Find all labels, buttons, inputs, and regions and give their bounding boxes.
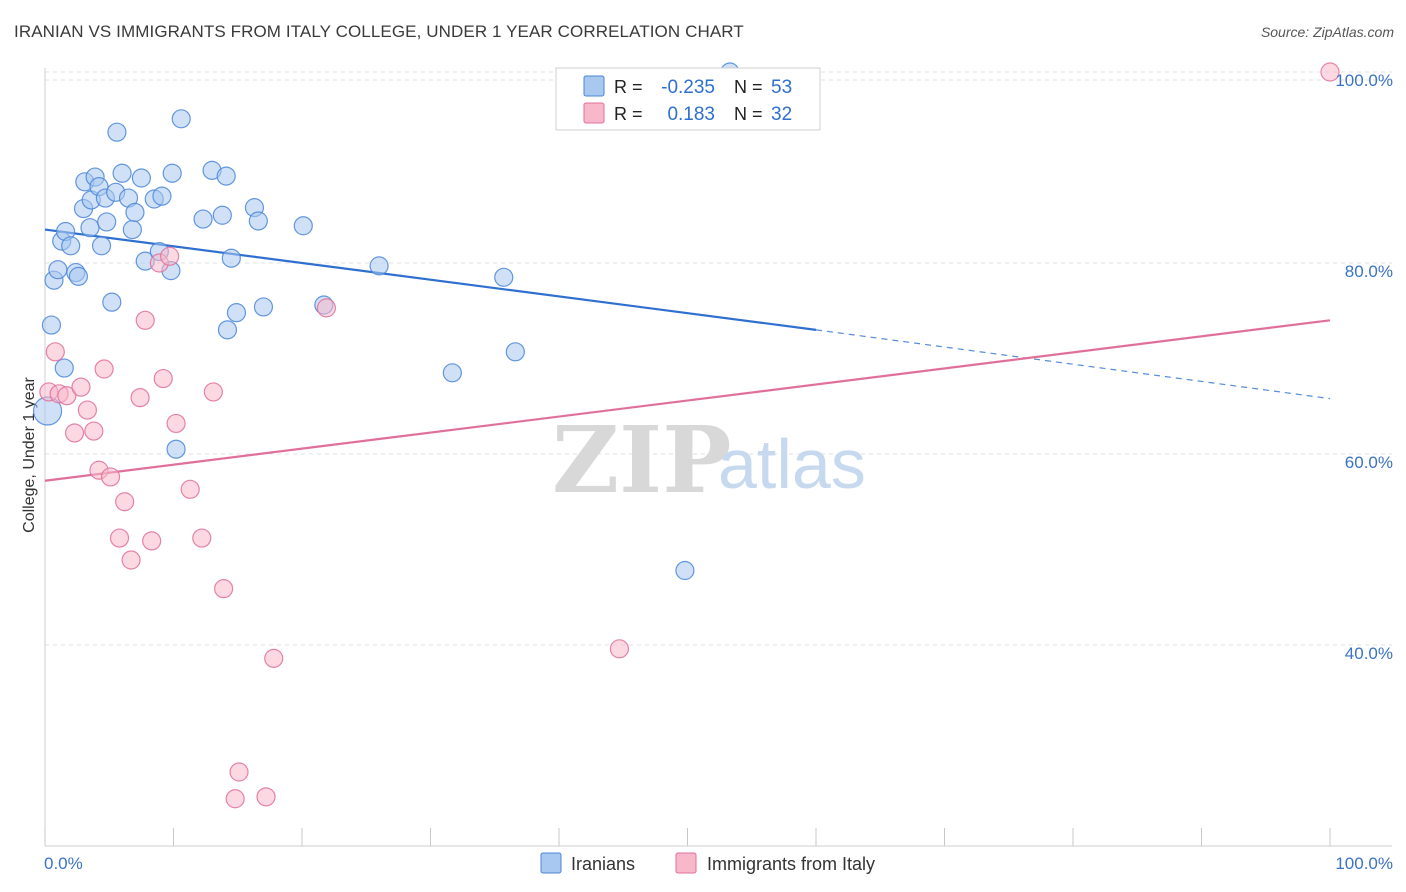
italy-point-29: [316, 298, 337, 318]
series-swatch-italy: [675, 852, 697, 874]
italy-point-4: [64, 423, 85, 443]
iranian-point-51: [675, 560, 695, 581]
italy-point-10: [100, 467, 121, 487]
italy-point-23: [203, 382, 223, 402]
italy-point-9: [94, 359, 114, 379]
y-tick-label-80: 80.0%: [1345, 262, 1393, 281]
italy-point-19: [160, 246, 180, 266]
x-tick-label-min: 0.0%: [44, 854, 83, 873]
italy-point-22: [192, 528, 212, 548]
italy-point-21: [180, 479, 200, 499]
y-tick-labels: 40.0% 60.0% 80.0% 100.0%: [1335, 71, 1393, 663]
chart-title: IRANIAN VS IMMIGRANTS FROM ITALY COLLEGE…: [14, 22, 744, 41]
legend-swatch-italy: [583, 102, 605, 124]
iranian-point-32: [162, 163, 182, 183]
italy-point-14: [130, 388, 150, 408]
italy-point-13: [121, 550, 141, 570]
iranian-point-19: [102, 292, 122, 312]
italy-point-24: [214, 579, 234, 599]
legend-r-label-2: R =: [614, 104, 643, 124]
iranian-point-18: [97, 212, 117, 232]
legend-n-label-2: N =: [734, 104, 763, 124]
iranian-point-34: [171, 109, 191, 129]
iranian-point-1: [41, 315, 62, 335]
iranian-point-40: [221, 248, 241, 268]
watermark-zip: ZIP: [552, 406, 731, 514]
iranian-point-3: [48, 260, 68, 280]
series-legend: Iranians Immigrants from Italy: [540, 852, 875, 874]
italy-point-18: [153, 368, 173, 389]
italy-point-27: [256, 787, 276, 807]
italy-point-26: [229, 762, 249, 782]
iranian-point-22: [112, 163, 132, 183]
iranian-point-37: [212, 205, 232, 225]
legend-n-value-2: 32: [771, 104, 792, 125]
iranian-point-47: [369, 256, 389, 276]
iranian-point-48: [442, 363, 462, 383]
italy-point-7: [84, 421, 104, 441]
y-tick-label-100: 100.0%: [1335, 71, 1393, 90]
iranian-point-45: [293, 216, 313, 236]
iranian-point-44: [253, 297, 274, 317]
legend-r-value-1: -0.235: [661, 77, 715, 98]
trend-lines: [44, 228, 1331, 482]
series-swatch-iranians: [540, 852, 562, 874]
italy-point-30: [609, 639, 629, 659]
legend-r-label-1: R =: [614, 77, 643, 97]
italy-point-25: [225, 789, 245, 809]
iranian-point-6: [54, 358, 74, 378]
source-credit: Source: ZipAtlas.com: [1260, 24, 1394, 40]
iranian-point-16: [91, 236, 112, 256]
trend-line-italy: [44, 319, 1331, 482]
italy-point-15: [135, 310, 155, 330]
italy-point-20: [166, 413, 186, 434]
iranian-point-24: [122, 219, 142, 240]
legend-swatch-iranians: [583, 75, 605, 97]
axes: [44, 68, 1392, 847]
x-tick-label-max: 100.0%: [1335, 854, 1393, 873]
iranian-point-7: [61, 236, 81, 256]
iranian-point-50: [505, 342, 525, 362]
stats-legend: R = -0.235 N = 53 R = 0.183 N = 32: [555, 67, 821, 131]
iranian-point-49: [494, 267, 514, 287]
iranian-point-39: [217, 320, 238, 340]
watermark: ZIP atlas: [552, 406, 866, 514]
trend-line-iranians: [44, 228, 817, 331]
italy-point-5: [71, 377, 91, 397]
iranian-point-38: [216, 166, 236, 186]
italy-point-3: [57, 386, 77, 406]
italy-point-28: [264, 648, 284, 668]
iranian-point-9: [68, 266, 89, 286]
trend-line-iranians-extrapolated: [815, 329, 1331, 400]
iranian-point-12: [80, 218, 100, 238]
y-tick-label-40: 40.0%: [1345, 644, 1393, 663]
watermark-atlas: atlas: [718, 425, 866, 503]
iranian-point-25: [125, 202, 145, 222]
italy-point-1: [45, 342, 65, 362]
iranian-point-33: [166, 439, 186, 459]
grid: [45, 71, 1392, 646]
italy-point-11: [109, 528, 130, 548]
data-points: [32, 62, 1340, 809]
legend-n-value-1: 53: [771, 77, 792, 98]
italy-point-12: [115, 492, 135, 512]
legend-r-value-2: 0.183: [667, 104, 715, 125]
italy-point-6: [77, 400, 98, 420]
iranian-point-43: [248, 211, 268, 231]
iranian-point-21: [107, 122, 127, 142]
iranian-point-26: [131, 168, 151, 188]
series-label-iranians: Iranians: [571, 854, 635, 874]
iranian-point-41: [226, 303, 247, 323]
italy-point-16: [142, 531, 162, 551]
iranian-point-30: [152, 186, 172, 206]
italy-point-31: [1320, 62, 1340, 82]
y-tick-label-60: 60.0%: [1345, 453, 1393, 472]
legend-n-label-1: N =: [734, 77, 763, 97]
series-label-italy: Immigrants from Italy: [707, 854, 875, 874]
iranian-point-35: [193, 209, 213, 229]
